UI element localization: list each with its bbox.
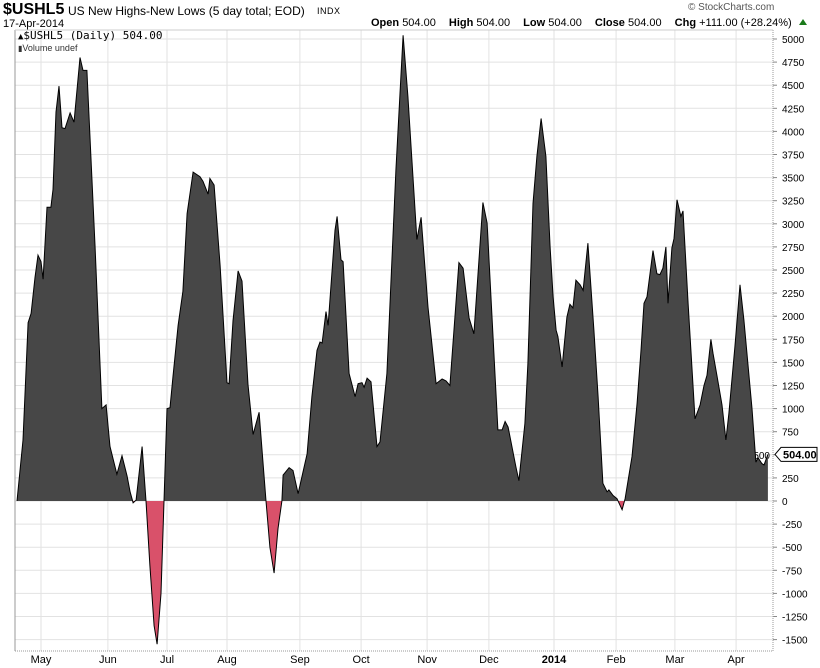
area-chart-icon: ▲ [18,32,24,42]
x-tick-label: Jul [160,654,174,666]
ohlc-summary: Open 504.00 High 504.00 Low 504.00 Close… [371,17,807,29]
chg-value: +111.00 (+28.24%) [699,17,792,29]
x-tick-label: Sep [290,654,310,666]
symbol-description: US New Highs-New Lows (5 day total; EOD) [68,4,305,18]
up-arrow-icon [798,19,807,25]
x-tick-label: Jun [99,654,117,666]
x-tick-label: May [31,654,52,666]
y-tick-label: 1500 [782,358,805,369]
x-tick-label: Apr [728,654,745,666]
x-tick-label: Aug [217,654,237,666]
volume-bars-icon: ▮ [18,44,23,53]
high-label: High [448,17,474,29]
x-tick-label: Dec [479,654,499,666]
y-tick-label: 2750 [782,243,805,254]
chg-label: Chg [674,17,697,29]
y-tick-label: 3250 [782,197,805,208]
y-tick-label: 3500 [782,174,805,185]
exchange-label: INDX [317,6,341,16]
y-tick-label: 2500 [782,266,805,277]
series-line [16,35,769,645]
chart-date: 17-Apr-2014 [3,18,65,30]
last-value-label: 504.00 [783,449,817,461]
series-legend: ▲$USHL5 (Daily) 504.00 [18,29,163,43]
y-tick-label: 4250 [782,104,805,115]
x-tick-label: Feb [607,654,626,666]
close-label: Close [594,17,625,29]
y-tick-label: -1500 [782,636,808,647]
symbol-title: $USHL5 [3,1,65,18]
series-legend-text: $USHL5 (Daily) 504.00 [23,29,163,42]
y-tick-label: 0 [782,497,788,508]
low-value: 504.00 [548,17,582,29]
close-value: 504.00 [627,17,662,29]
last-value-marker [774,446,818,462]
volume-legend: ▮Volume undef [18,43,77,54]
y-tick-label: 2000 [782,312,805,323]
x-tick-label: Nov [417,654,437,666]
y-tick-label: -500 [782,543,802,554]
x-tick-label: Oct [353,654,370,666]
volume-legend-text: Volume undef [22,43,78,53]
y-tick-label: 1250 [782,382,805,393]
y-tick-label: -750 [782,566,802,577]
open-label: Open [371,17,400,29]
open-value: 504.00 [402,17,436,29]
y-tick-label: -1250 [782,613,808,624]
y-tick-label: 4750 [782,58,805,69]
y-tick-label: 3750 [782,151,805,162]
high-value: 504.00 [476,17,511,29]
y-tick-label: 3000 [782,220,805,231]
x-tick-label: Mar [665,654,684,666]
low-label: Low [523,17,546,29]
y-tick-label: 2250 [782,289,805,300]
y-tick-label: -250 [782,520,802,531]
y-tick-label: 750 [782,428,799,439]
y-tick-label: 250 [782,474,799,485]
y-tick-label: 1000 [782,405,805,416]
x-tick-label: 2014 [542,654,567,666]
y-tick-label: 1750 [782,335,805,346]
y-tick-label: 4000 [782,127,805,138]
y-tick-label: -1000 [782,589,808,600]
y-tick-label: 500 [753,451,770,462]
positive-area [17,35,768,501]
copyright-text: © StockCharts.com [688,2,775,13]
y-tick-label: 4500 [782,81,805,92]
y-tick-label: 5000 [782,35,805,46]
